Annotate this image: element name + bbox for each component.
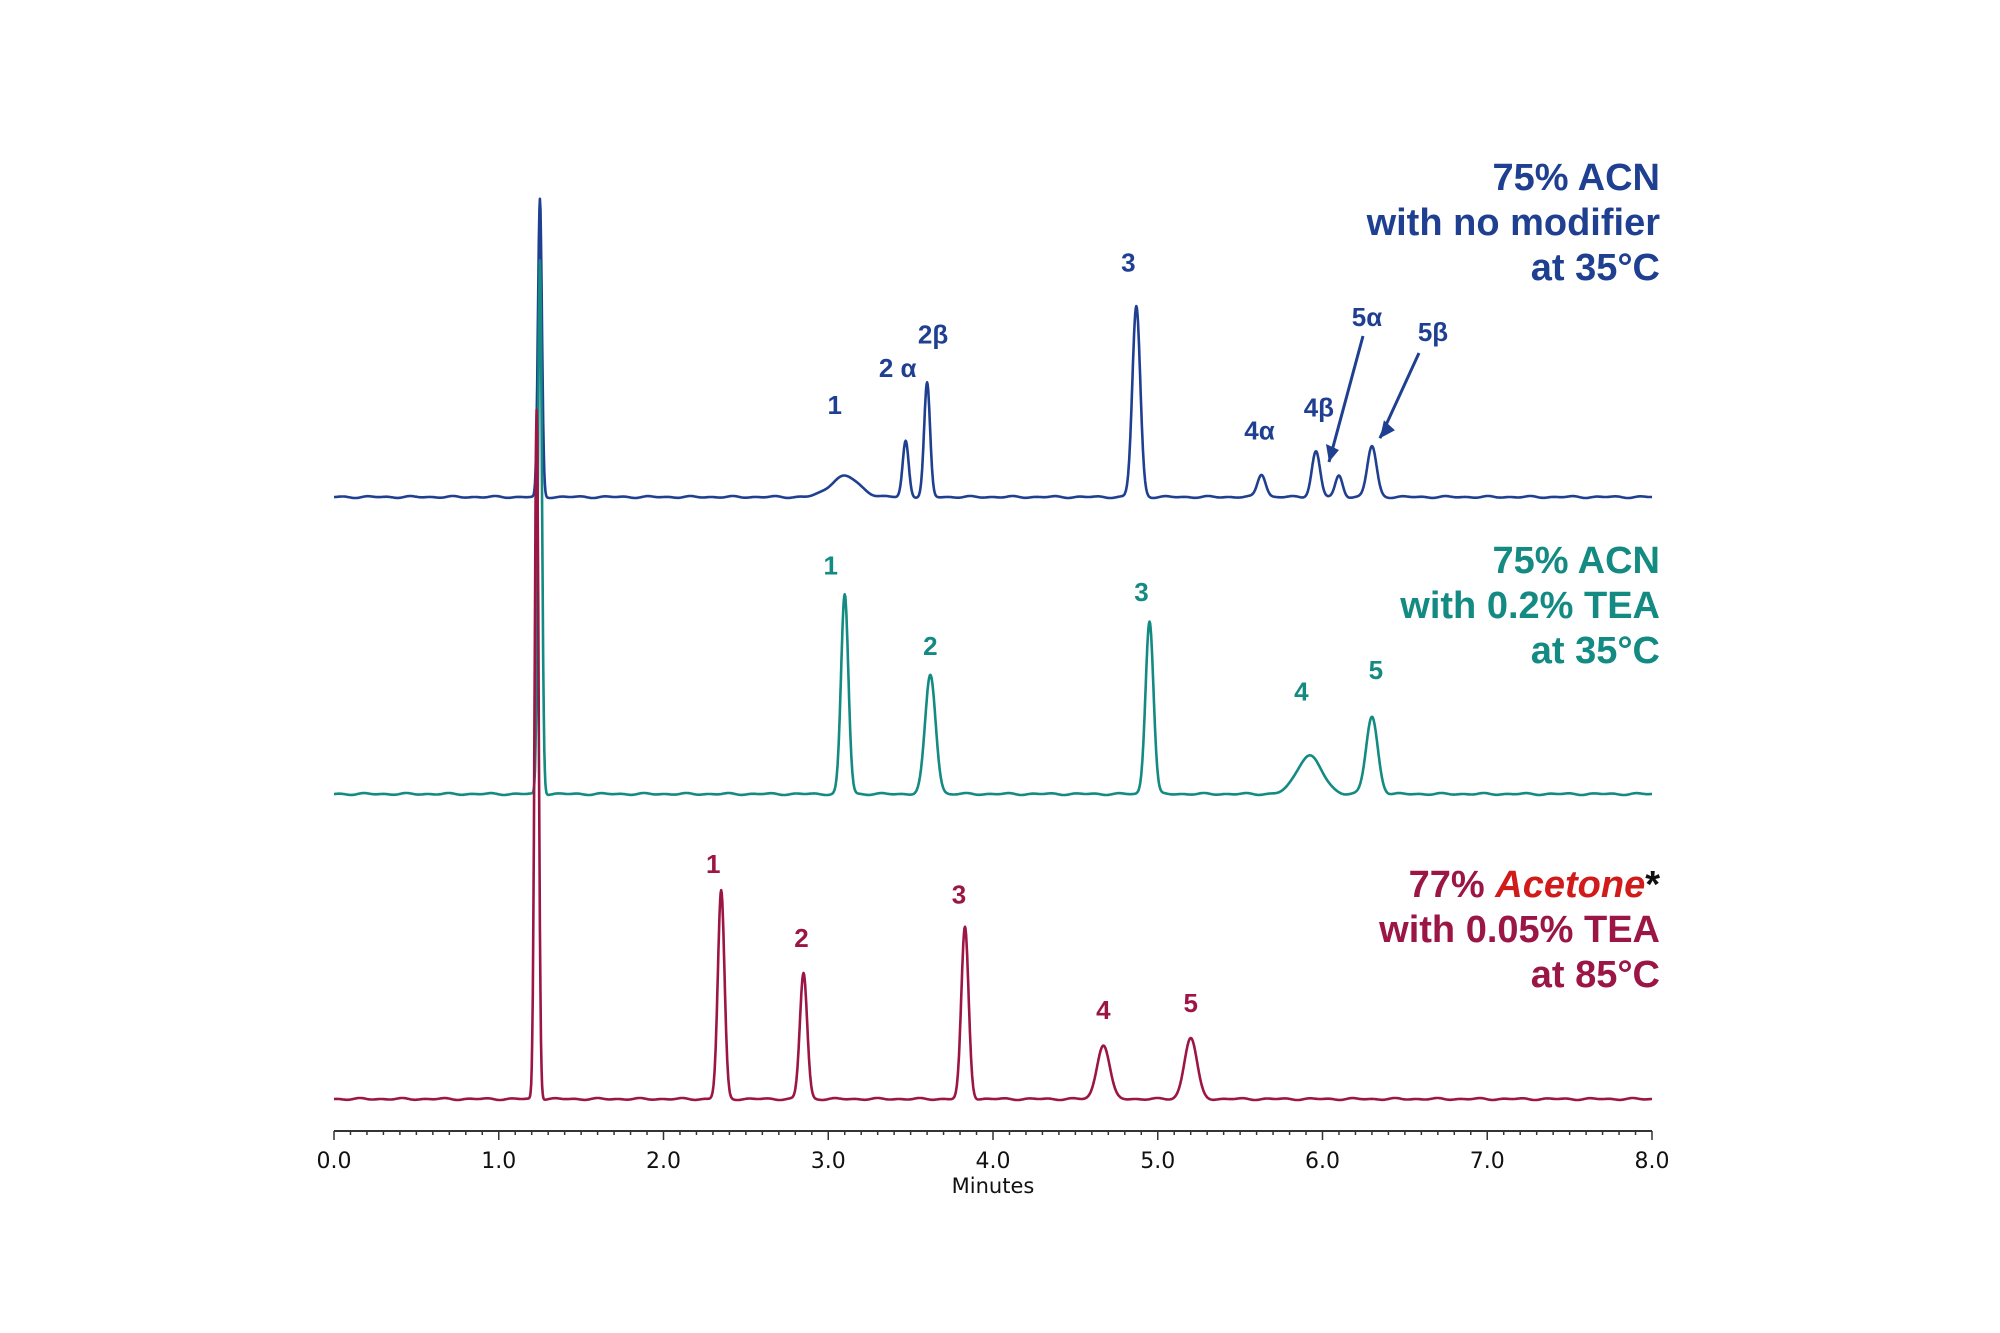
x-tick-label-5: 5.0 — [1140, 1149, 1175, 1174]
x-tick-label-3: 3.0 — [811, 1149, 846, 1174]
peak-label-acn_no_modifier-2: 2β — [918, 319, 948, 349]
peak-label-acetone_tea-4: 5 — [1183, 988, 1197, 1018]
x-tick-label-4: 4.0 — [976, 1149, 1011, 1174]
x-tick-label-2: 2.0 — [646, 1149, 681, 1174]
condition-acn_tea-line-1: with 0.2% TEA — [1399, 585, 1660, 627]
peak-label-acn_tea-0: 1 — [823, 551, 837, 581]
condition-acn_tea-line-0: 75% ACN — [1492, 540, 1660, 582]
peak-labels-layer: 1 2 α2β 3 4α 4β 1 2 3 4 5 1 2 3 4 5 5α 5β — [706, 247, 1448, 1025]
traces-layer — [333, 197, 1653, 1102]
peak-label-acetone_tea-1: 2 — [794, 923, 808, 953]
peak-label-acn_no_modifier-4: 4α — [1244, 415, 1274, 445]
peak-label-acetone_tea-2: 3 — [952, 880, 966, 910]
trace-acn_tea — [333, 259, 1653, 797]
peak-label-acn_tea-4: 5 — [1369, 655, 1383, 685]
x-tick-label-0: 0.0 — [317, 1149, 352, 1174]
condition-acetone_tea-line-0: 77% Acetone* — [1409, 864, 1661, 906]
peak-label-acn_no_modifier-3: 3 — [1121, 247, 1135, 277]
arrowhead-5alpha — [1325, 444, 1339, 462]
arrow-5alpha — [1327, 335, 1365, 463]
peak-label-acetone_tea-3: 4 — [1096, 995, 1111, 1025]
peak-label-acn_no_modifier-5: 4β — [1304, 393, 1334, 423]
peak-label-acn_no_modifier-1: 2 α — [879, 353, 917, 383]
x-tick-label-6: 6.0 — [1305, 1149, 1340, 1174]
peak-label-5alpha: 5α — [1352, 302, 1382, 332]
peak-label-acn_tea-3: 4 — [1294, 677, 1309, 707]
peak-label-acn_no_modifier-0: 1 — [827, 390, 841, 420]
x-axis: 0.0 1.0 2.0 3.0 4.0 5.0 6.0 7.0 8.0 Minutes — [317, 1130, 1670, 1198]
x-tick-label-7: 7.0 — [1470, 1149, 1505, 1174]
x-axis-title: Minutes — [952, 1174, 1035, 1198]
condition-acn_no_modifier-line-1: with no modifier — [1366, 202, 1661, 244]
peak-label-5beta: 5β — [1418, 317, 1448, 347]
peak-label-acn_tea-2: 3 — [1134, 577, 1148, 607]
arrowhead-5beta — [1379, 420, 1395, 439]
trace-acn_no_modifier — [333, 197, 1653, 500]
x-tick-label-1: 1.0 — [481, 1149, 516, 1174]
condition-acn_no_modifier-line-2: at 35°C — [1531, 247, 1660, 289]
trace-acetone_tea — [333, 408, 1653, 1102]
condition-acn_tea-line-2: at 35°C — [1531, 630, 1660, 672]
peak-label-acn_tea-1: 2 — [923, 631, 937, 661]
condition-acetone_tea-line-1: with 0.05% TEA — [1378, 909, 1660, 951]
condition-acetone_tea-line-2: at 85°C — [1531, 954, 1660, 996]
peak-label-acetone_tea-0: 1 — [706, 849, 720, 879]
condition-acn_no_modifier-line-0: 75% ACN — [1492, 157, 1660, 199]
x-tick-label-8: 8.0 — [1635, 1149, 1670, 1174]
